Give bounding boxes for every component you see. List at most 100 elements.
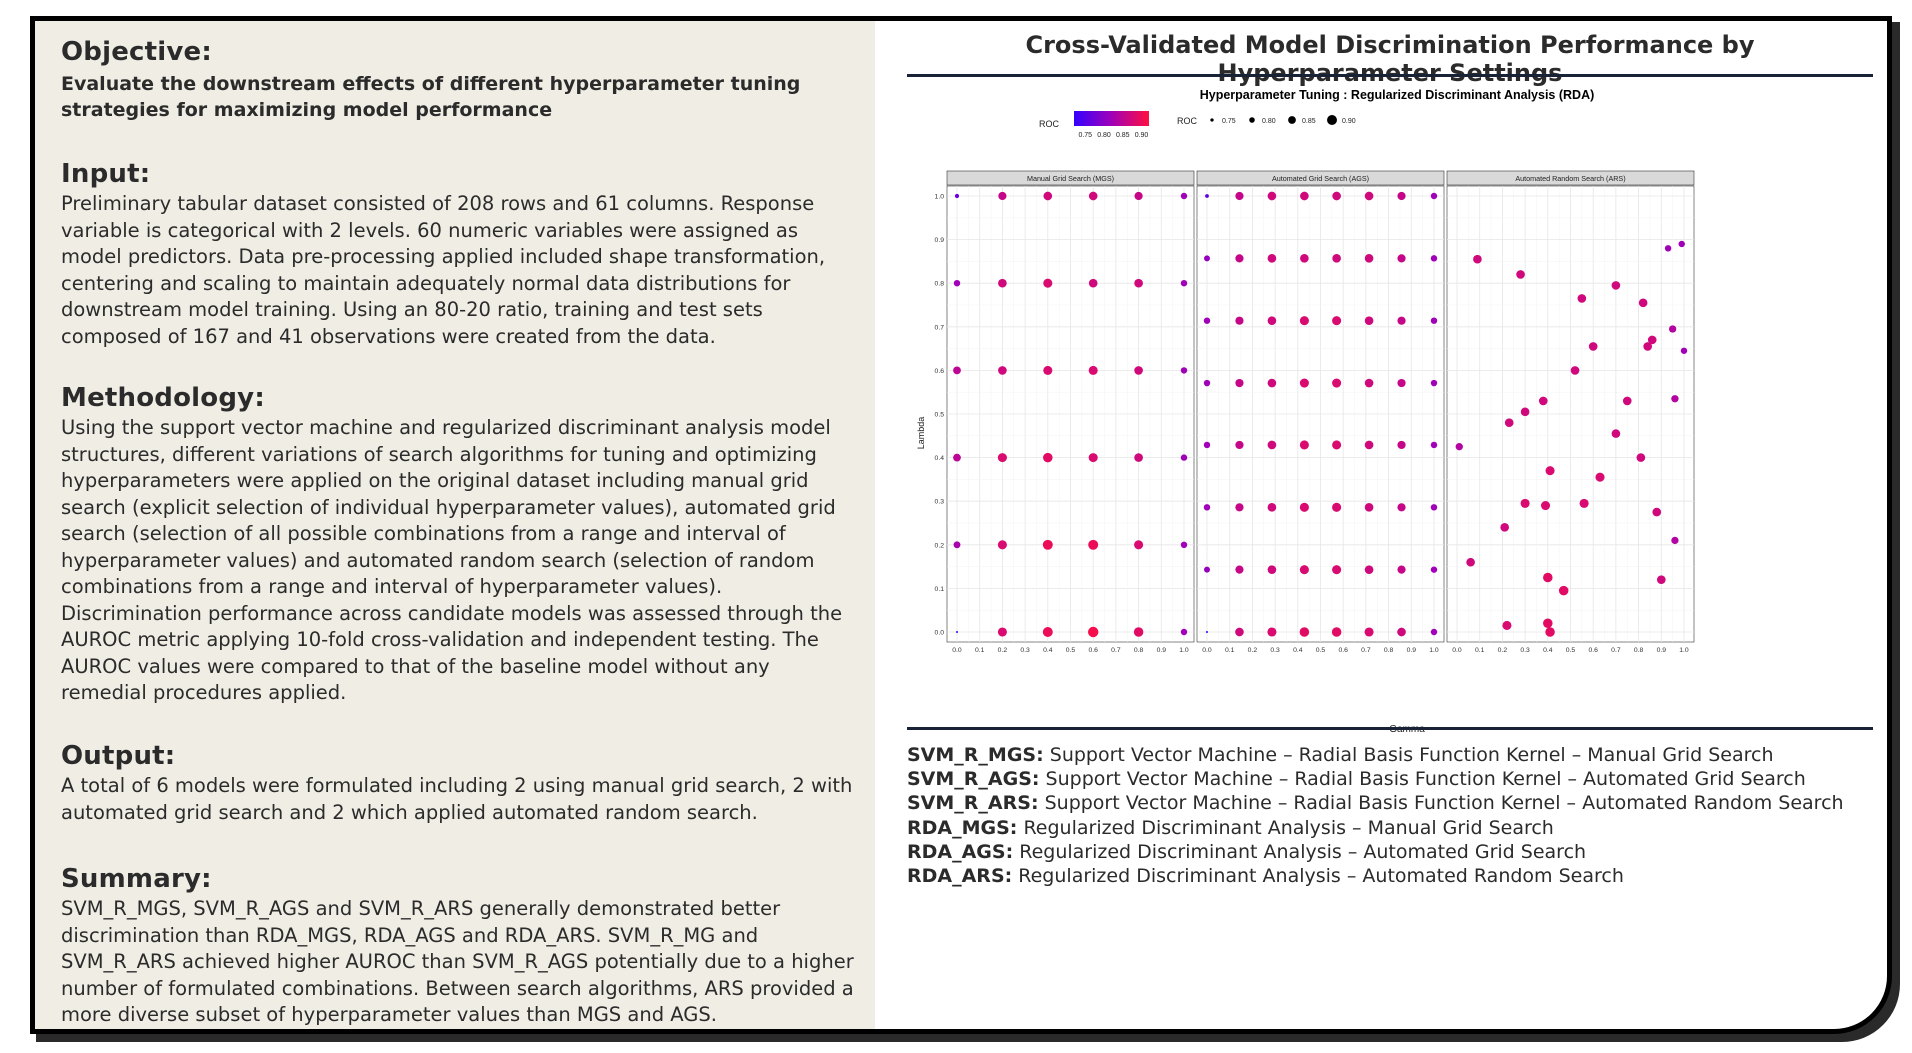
abbreviation-item: RDA_ARS: Regularized Discriminant Analys… xyxy=(907,864,1887,888)
data-point xyxy=(1299,440,1309,450)
data-point xyxy=(1540,501,1551,511)
data-point xyxy=(998,191,1007,201)
data-point xyxy=(1203,441,1211,449)
data-point xyxy=(1664,245,1672,252)
data-point xyxy=(1235,254,1244,263)
data-point xyxy=(1235,503,1244,512)
abbreviation-item: SVM_R_MGS: Support Vector Machine – Radi… xyxy=(907,743,1887,767)
data-point xyxy=(954,193,960,199)
abbreviation-description: Support Vector Machine – Radial Basis Fu… xyxy=(1039,768,1806,791)
color-legend-tick: 0.90 xyxy=(1135,132,1149,139)
bottom-divider xyxy=(907,727,1873,730)
color-legend-tick: 0.85 xyxy=(1116,132,1130,139)
data-point xyxy=(1133,627,1144,637)
facet-strip xyxy=(1196,170,1445,186)
abbreviation-code: RDA_AGS: xyxy=(907,840,1014,863)
data-point xyxy=(1088,191,1098,201)
data-point xyxy=(1656,575,1666,584)
y-tick-label: 0.6 xyxy=(935,368,945,375)
data-point xyxy=(1466,557,1475,567)
y-tick-label: 0.9 xyxy=(935,237,945,244)
x-tick-label: 0.6 xyxy=(1088,647,1098,654)
size-legend-label: 0.75 xyxy=(1222,118,1236,125)
data-point xyxy=(1042,627,1053,637)
color-legend-tick: 0.75 xyxy=(1078,132,1092,139)
data-point xyxy=(1668,325,1677,333)
data-point xyxy=(1430,255,1438,262)
data-point xyxy=(997,453,1007,463)
color-legend-bar xyxy=(1074,111,1149,126)
x-tick-label: 0.5 xyxy=(1566,647,1576,654)
data-point xyxy=(1364,565,1374,574)
x-tick-label: 0.5 xyxy=(1316,647,1326,654)
data-point xyxy=(1430,192,1438,200)
x-tick-label: 0.9 xyxy=(1657,647,1667,654)
abbreviation-item: SVM_R_ARS: Support Vector Machine – Radi… xyxy=(907,791,1887,815)
data-point xyxy=(1397,254,1406,263)
data-point xyxy=(1332,502,1342,512)
facet-panel: Automated Random Search (ARS) 0.0 0.1 0.2 0.… xyxy=(1446,170,1695,654)
data-point xyxy=(1504,418,1514,428)
data-point xyxy=(953,453,961,462)
x-tick-label: 0.2 xyxy=(1498,647,1508,654)
abbreviation-description: Support Vector Machine – Radial Basis Fu… xyxy=(1038,792,1844,815)
data-point xyxy=(1267,191,1277,201)
data-point xyxy=(1299,378,1309,388)
data-point xyxy=(1397,627,1406,637)
data-point xyxy=(1502,620,1512,630)
data-point xyxy=(1680,347,1688,354)
data-point xyxy=(1300,191,1309,201)
data-point xyxy=(1579,498,1589,508)
data-point xyxy=(997,540,1007,550)
output-section: Output: A total of 6 models were formula… xyxy=(61,741,861,826)
data-point xyxy=(953,541,961,549)
abbreviation-code: SVM_R_ARS: xyxy=(907,792,1039,815)
data-point xyxy=(1299,502,1309,512)
data-point xyxy=(1332,378,1342,388)
data-point xyxy=(1332,565,1342,575)
data-point xyxy=(1643,342,1652,351)
data-point xyxy=(998,278,1007,288)
y-tick-label: 0.0 xyxy=(935,630,945,637)
y-tick-label: 0.3 xyxy=(935,499,945,506)
size-legend-label: 0.85 xyxy=(1302,118,1316,125)
data-point xyxy=(1134,540,1144,550)
data-point xyxy=(1397,378,1406,388)
size-legend-dot xyxy=(1288,116,1296,124)
abbreviation-code: RDA_ARS: xyxy=(907,865,1013,888)
data-point xyxy=(1235,440,1244,450)
size-legend-dot xyxy=(1210,118,1214,122)
summary-text: SVM_R_MGS, SVM_R_AGS and SVM_R_ARS gener… xyxy=(61,897,854,1026)
data-point xyxy=(1543,618,1553,629)
data-point xyxy=(1545,466,1555,476)
color-legend-tick: 0.80 xyxy=(1097,132,1111,139)
data-point xyxy=(1235,565,1244,574)
x-tick-label: 0.6 xyxy=(1588,647,1598,654)
data-point xyxy=(1364,191,1374,201)
data-point xyxy=(1088,278,1098,288)
x-tick-label: 0.3 xyxy=(1520,647,1530,654)
abbreviation-description: Regularized Discriminant Analysis – Auto… xyxy=(1013,840,1587,863)
x-tick-label: 1.0 xyxy=(1179,647,1189,654)
y-tick-label: 0.5 xyxy=(935,412,945,419)
rda-scatter-chart: Hyperparameter Tuning : Regularized Disc… xyxy=(916,88,1695,735)
data-point xyxy=(1520,498,1530,508)
x-tick-label: 0.9 xyxy=(1407,647,1417,654)
x-tick-label: 0.8 xyxy=(1384,647,1394,654)
y-tick-label: 0.2 xyxy=(935,542,945,549)
objective-heading: Objective: xyxy=(61,37,212,67)
facet-strip-label: Manual Grid Search (MGS) xyxy=(1027,174,1114,183)
methodology-section: Methodology: Using the support vector ma… xyxy=(61,383,861,707)
size-legend-label: 0.80 xyxy=(1262,118,1276,125)
summary-heading: Summary: xyxy=(61,864,212,894)
x-tick-label: 0.2 xyxy=(998,647,1008,654)
abbreviation-code: SVM_R_MGS: xyxy=(907,744,1044,766)
data-point xyxy=(1180,454,1188,461)
data-point xyxy=(1397,316,1406,325)
x-tick-label: 0.9 xyxy=(1157,647,1167,654)
chart-title: Hyperparameter Tuning : Regularized Disc… xyxy=(1200,88,1595,102)
facet-strip-label: Automated Grid Search (AGS) xyxy=(1272,174,1369,183)
data-point xyxy=(1473,254,1482,264)
data-point xyxy=(1364,440,1374,450)
data-point xyxy=(1671,536,1679,545)
